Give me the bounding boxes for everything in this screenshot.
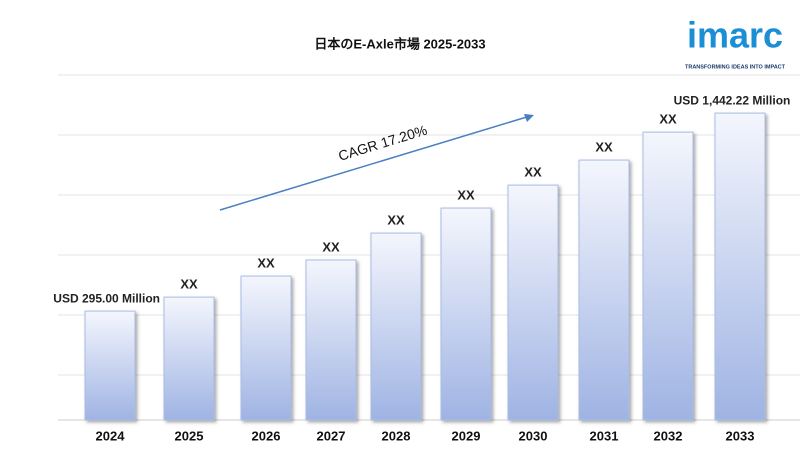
value-label: USD 1,442.22 Million <box>674 93 791 107</box>
x-tick-label: 2025 <box>175 428 204 443</box>
logo-tagline: TRANSFORMING IDEAS INTO IMPACT <box>685 64 786 70</box>
bar <box>305 259 357 421</box>
bar <box>163 296 215 421</box>
x-tick-label: 2028 <box>382 428 411 443</box>
value-label: XX <box>659 112 677 127</box>
x-tick-label: 2031 <box>590 428 619 443</box>
chart-title: 日本のE-Axle市場 2025-2033 <box>314 36 485 51</box>
value-label: XX <box>387 213 405 228</box>
x-tick-label: 2026 <box>252 428 281 443</box>
cagr-arrow <box>219 115 531 211</box>
value-label: XX <box>180 277 198 292</box>
value-label: XX <box>257 256 275 271</box>
value-label: XX <box>322 239 340 254</box>
bar <box>440 207 492 421</box>
x-tick-label: 2027 <box>317 428 346 443</box>
arrowhead <box>524 114 534 122</box>
x-tick-label: 2033 <box>726 428 755 443</box>
bar <box>507 184 559 421</box>
bar <box>578 159 630 421</box>
value-label: XX <box>457 188 475 203</box>
bar <box>240 275 292 421</box>
bar <box>84 310 136 421</box>
cagr-label: CAGR 17.20% <box>336 122 428 164</box>
logo: imarc <box>687 15 783 56</box>
bar <box>642 131 694 421</box>
value-label: XX <box>524 165 542 180</box>
value-label: XX <box>595 140 613 155</box>
value-label: USD 295.00 Million <box>53 291 160 305</box>
x-tick-label: 2030 <box>519 428 548 443</box>
x-tick-label: 2032 <box>654 428 683 443</box>
bar <box>370 232 422 421</box>
x-tick-label: 2029 <box>452 428 481 443</box>
bar <box>714 112 766 421</box>
x-tick-label: 2024 <box>96 428 126 443</box>
